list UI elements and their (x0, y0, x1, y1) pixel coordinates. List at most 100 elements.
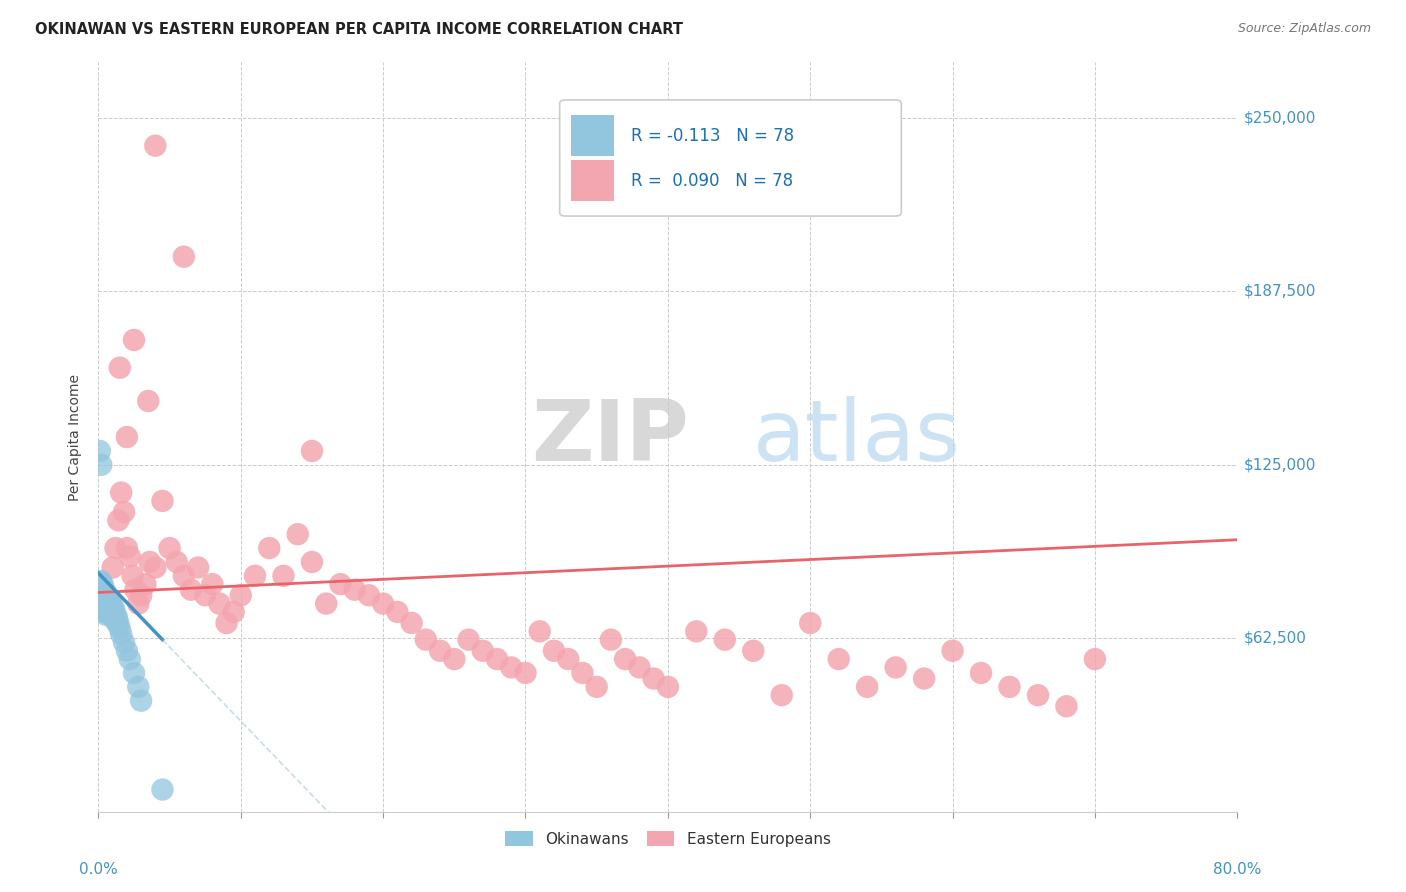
Point (529, 624, 551, 639)
Point (96, 597, 118, 611)
Point (94, 588, 117, 602)
Text: $187,500: $187,500 (1244, 284, 1316, 299)
Text: 0.0%: 0.0% (79, 862, 118, 877)
Point (112, 505, 135, 519)
Point (101, 602, 124, 616)
Point (187, 560, 209, 574)
Point (443, 652, 465, 666)
Point (942, 644, 965, 658)
Point (194, 588, 217, 602)
Point (110, 627, 132, 641)
Point (100, 597, 122, 611)
Point (115, 644, 138, 658)
Point (571, 665, 593, 680)
Point (1084, 652, 1107, 666)
FancyBboxPatch shape (571, 161, 614, 202)
Point (94, 607, 117, 622)
Point (112, 635, 135, 649)
Point (96, 594, 118, 608)
Point (93, 602, 115, 616)
Point (91, 582, 114, 597)
Point (159, 541, 181, 555)
Point (90, 577, 112, 591)
Point (104, 613, 127, 627)
Point (124, 582, 146, 597)
Point (122, 665, 145, 680)
Point (90, 585, 112, 599)
Point (515, 665, 537, 680)
Point (501, 660, 523, 674)
Point (108, 622, 131, 636)
Point (127, 680, 149, 694)
Text: R = -0.113   N = 78: R = -0.113 N = 78 (631, 127, 794, 145)
Point (98, 597, 121, 611)
Point (134, 577, 156, 591)
Point (343, 582, 366, 597)
Point (770, 688, 793, 702)
Point (429, 644, 451, 658)
Point (486, 652, 509, 666)
Point (94, 591, 117, 605)
Legend: Okinawans, Eastern Europeans: Okinawans, Eastern Europeans (499, 824, 837, 853)
Point (107, 513, 129, 527)
Point (90, 591, 112, 605)
Point (1056, 699, 1078, 714)
Point (301, 444, 323, 458)
Point (173, 569, 195, 583)
FancyBboxPatch shape (571, 115, 614, 156)
Point (118, 652, 141, 666)
Point (136, 394, 159, 409)
Point (301, 555, 323, 569)
Text: atlas: atlas (754, 395, 962, 479)
Point (101, 599, 124, 614)
Point (97, 605, 120, 619)
Point (93, 582, 115, 597)
Point (222, 605, 245, 619)
Point (259, 541, 281, 555)
Point (89, 574, 111, 589)
Text: 80.0%: 80.0% (1213, 862, 1261, 877)
Point (90, 580, 112, 594)
Point (628, 660, 651, 674)
Point (115, 430, 138, 444)
Point (118, 549, 141, 564)
Point (98, 594, 121, 608)
Point (129, 588, 152, 602)
Point (107, 615, 129, 630)
Point (215, 615, 238, 630)
Text: $62,500: $62,500 (1244, 631, 1308, 646)
Point (97, 594, 120, 608)
Point (657, 680, 679, 694)
Point (614, 652, 637, 666)
Point (91, 599, 114, 614)
Text: OKINAWAN VS EASTERN EUROPEAN PER CAPITA INCOME CORRELATION CHART: OKINAWAN VS EASTERN EUROPEAN PER CAPITA … (35, 22, 683, 37)
Point (105, 615, 128, 630)
Point (104, 541, 127, 555)
Point (115, 541, 138, 555)
Point (91, 594, 114, 608)
Point (103, 607, 125, 622)
Point (166, 555, 188, 569)
Point (90, 458, 112, 472)
Text: $125,000: $125,000 (1244, 458, 1316, 473)
Point (91, 597, 114, 611)
Point (93, 605, 115, 619)
Text: Source: ZipAtlas.com: Source: ZipAtlas.com (1237, 22, 1371, 36)
Text: R =  0.090   N = 78: R = 0.090 N = 78 (631, 172, 793, 190)
Point (828, 652, 851, 666)
Text: $250,000: $250,000 (1244, 111, 1316, 126)
Point (101, 560, 124, 574)
Point (93, 594, 115, 608)
Text: ZIP: ZIP (531, 395, 689, 479)
Point (96, 588, 118, 602)
Point (208, 597, 231, 611)
Point (401, 615, 423, 630)
Point (90, 574, 112, 589)
Point (96, 591, 118, 605)
Point (98, 605, 121, 619)
Point (912, 672, 935, 686)
Point (329, 577, 352, 591)
Point (101, 605, 124, 619)
Point (415, 632, 437, 647)
Point (457, 632, 479, 647)
